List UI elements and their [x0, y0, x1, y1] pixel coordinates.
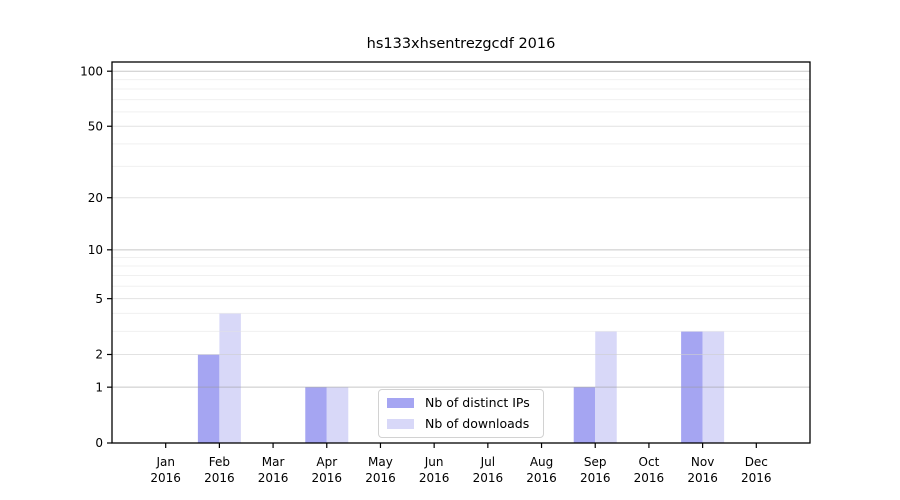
- x-tick-label-year-jan-2016: 2016: [150, 471, 181, 485]
- x-tick-label-month-feb-2016: Feb: [209, 455, 230, 469]
- x-tick-label-month-nov-2016: Nov: [691, 455, 714, 469]
- y-tick-label-50: 50: [88, 119, 103, 133]
- legend: Nb of distinct IPs Nb of downloads: [378, 389, 544, 438]
- bar-nb-of-distinct-ips-feb-2016: [197, 354, 220, 443]
- x-tick-label-month-aug-2016: Aug: [530, 455, 553, 469]
- legend-row-downloads: Nb of downloads: [387, 415, 534, 431]
- x-tick-label-month-jun-2016: Jun: [424, 455, 444, 469]
- y-tick-label-20: 20: [88, 191, 103, 205]
- x-tick-label-year-may-2016: 2016: [365, 471, 396, 485]
- y-tick-label-5: 5: [95, 292, 103, 306]
- x-tick-label-year-dec-2016: 2016: [741, 471, 772, 485]
- x-tick-label-month-jan-2016: Jan: [155, 455, 175, 469]
- y-tick-label-100: 100: [80, 64, 103, 78]
- legend-swatch-downloads: [387, 418, 414, 429]
- chart-title: hs133xhsentrezgcdf 2016: [366, 36, 556, 52]
- x-tick-label-year-sep-2016: 2016: [580, 471, 611, 485]
- x-tick-label-month-apr-2016: Apr: [316, 455, 337, 469]
- x-tick-label-year-jun-2016: 2016: [419, 471, 450, 485]
- legend-row-distinct-ips: Nb of distinct IPs: [387, 395, 534, 410]
- x-tick-label-year-apr-2016: 2016: [311, 471, 342, 485]
- x-tick-label-month-mar-2016: Mar: [262, 455, 285, 469]
- bar-nb-of-distinct-ips-sep-2016: [573, 387, 596, 443]
- x-tick-label-year-mar-2016: 2016: [258, 471, 289, 485]
- y-tick-label-10: 10: [88, 243, 103, 257]
- x-tick-label-year-aug-2016: 2016: [526, 471, 557, 485]
- legend-swatch-distinct-ips: [387, 398, 414, 409]
- plot-border: [111, 61, 811, 444]
- y-tick-label-0: 0: [95, 436, 103, 450]
- x-tick-label-year-oct-2016: 2016: [634, 471, 665, 485]
- legend-label-distinct-ips: Nb of distinct IPs: [425, 395, 530, 410]
- x-tick-label-year-nov-2016: 2016: [687, 471, 718, 485]
- legend-label-downloads: Nb of downloads: [425, 415, 530, 431]
- bar-nb-of-distinct-ips-apr-2016: [305, 387, 327, 443]
- y-tick-label-2: 2: [95, 348, 103, 362]
- y-tick-label-1: 1: [95, 380, 103, 394]
- x-tick-label-month-jul-2016: Jul: [480, 455, 495, 469]
- x-tick-label-year-jul-2016: 2016: [473, 471, 504, 485]
- x-tick-label-month-sep-2016: Sep: [584, 455, 607, 469]
- x-tick-label-month-may-2016: May: [368, 455, 393, 469]
- x-tick-label-year-feb-2016: 2016: [204, 471, 235, 485]
- bar-nb-of-downloads-feb-2016: [219, 313, 241, 443]
- bar-nb-of-downloads-apr-2016: [326, 387, 349, 443]
- x-tick-label-month-oct-2016: Oct: [639, 455, 660, 469]
- x-tick-label-month-dec-2016: Dec: [745, 455, 768, 469]
